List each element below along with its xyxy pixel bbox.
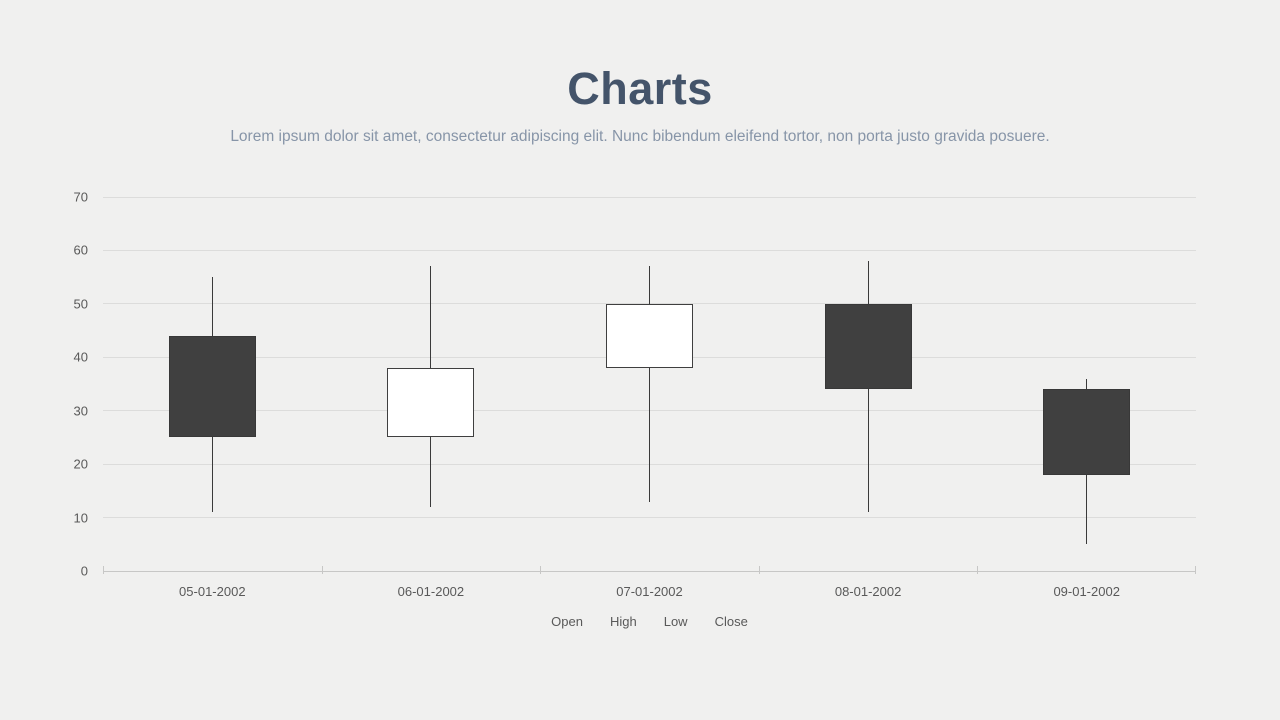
y-axis-tick-label: 30 bbox=[73, 403, 88, 419]
y-axis: 0 10 20 30 40 50 60 70 bbox=[0, 190, 88, 579]
candle-body-down bbox=[824, 303, 912, 390]
y-axis-tick-label: 40 bbox=[73, 349, 88, 365]
plot-area: 05-01-2002 06-01-2002 07-01-2002 08-01-2002… bbox=[103, 196, 1196, 599]
x-axis-tick bbox=[103, 566, 104, 574]
x-axis-tick bbox=[1195, 566, 1196, 574]
x-axis-label: 08-01-2002 bbox=[834, 584, 902, 599]
x-axis-tick bbox=[758, 566, 760, 574]
gridline-0 bbox=[103, 570, 1196, 572]
x-axis-label: 07-01-2002 bbox=[616, 584, 683, 599]
page-subtitle: Lorem ipsum dolor sit amet, consectetur … bbox=[230, 128, 1050, 145]
legend-item-low: Low bbox=[663, 614, 688, 629]
x-axis-tick bbox=[977, 566, 979, 574]
y-axis-tick-label: 20 bbox=[73, 456, 88, 472]
x-axis-tick bbox=[321, 566, 323, 574]
candle-body-down bbox=[168, 335, 256, 438]
legend-item-close: Close bbox=[714, 614, 748, 629]
candle-body-up bbox=[387, 367, 475, 438]
x-axis-tick bbox=[540, 566, 542, 574]
candle-body-down bbox=[1043, 389, 1131, 475]
candle-wick bbox=[649, 266, 650, 502]
y-axis-tick-label: 60 bbox=[73, 242, 88, 258]
candle-body-up bbox=[606, 303, 693, 368]
chart-legend: Open High Low Close bbox=[103, 614, 1196, 629]
y-axis-tick-label: 10 bbox=[73, 510, 88, 526]
y-axis-tick-label: 0 bbox=[80, 563, 88, 579]
page-title: Charts bbox=[567, 63, 713, 114]
y-axis-tick-label: 50 bbox=[73, 296, 88, 312]
x-axis-label: 06-01-2002 bbox=[397, 584, 465, 599]
legend-item-open: Open bbox=[551, 614, 583, 629]
gridline-70 bbox=[103, 196, 1196, 198]
gridline-10 bbox=[103, 517, 1196, 519]
x-axis-label: 09-01-2002 bbox=[1053, 584, 1120, 599]
x-axis-label: 05-01-2002 bbox=[179, 584, 246, 599]
legend-item-high: High bbox=[609, 614, 637, 629]
gridline-60 bbox=[103, 249, 1196, 251]
y-axis-tick-label: 70 bbox=[73, 189, 88, 205]
